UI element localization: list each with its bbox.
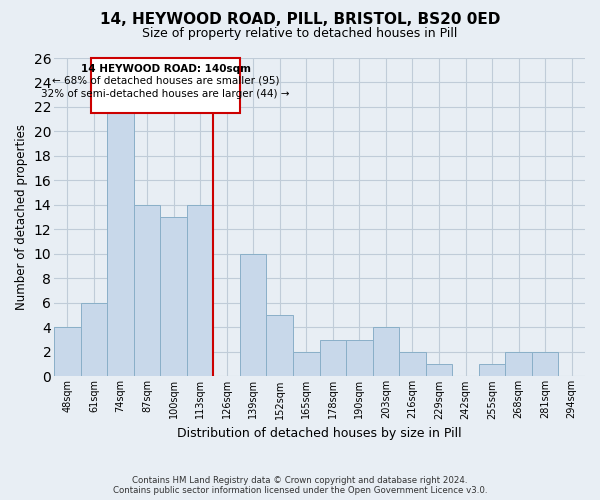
Text: Size of property relative to detached houses in Pill: Size of property relative to detached ho… [142, 28, 458, 40]
Text: 14 HEYWOOD ROAD: 140sqm: 14 HEYWOOD ROAD: 140sqm [80, 64, 251, 74]
X-axis label: Distribution of detached houses by size in Pill: Distribution of detached houses by size … [177, 427, 462, 440]
Bar [134, 205, 160, 376]
Bar [505, 352, 532, 376]
Bar [187, 205, 214, 376]
Text: 14, HEYWOOD ROAD, PILL, BRISTOL, BS20 0ED: 14, HEYWOOD ROAD, PILL, BRISTOL, BS20 0E… [100, 12, 500, 28]
Y-axis label: Number of detached properties: Number of detached properties [15, 124, 28, 310]
Bar [426, 364, 452, 376]
Bar [266, 315, 293, 376]
Bar [373, 328, 399, 376]
Bar [160, 217, 187, 376]
Bar [80, 303, 107, 376]
Bar [240, 254, 266, 376]
Bar [107, 107, 134, 376]
Bar [479, 364, 505, 376]
Bar [399, 352, 426, 376]
Bar [346, 340, 373, 376]
Text: Contains HM Land Registry data © Crown copyright and database right 2024.
Contai: Contains HM Land Registry data © Crown c… [113, 476, 487, 495]
Bar [320, 340, 346, 376]
Bar [91, 58, 240, 113]
Bar [293, 352, 320, 376]
Bar [532, 352, 559, 376]
Bar [54, 328, 80, 376]
Text: 32% of semi-detached houses are larger (44) →: 32% of semi-detached houses are larger (… [41, 88, 290, 99]
Text: ← 68% of detached houses are smaller (95): ← 68% of detached houses are smaller (95… [52, 75, 280, 85]
